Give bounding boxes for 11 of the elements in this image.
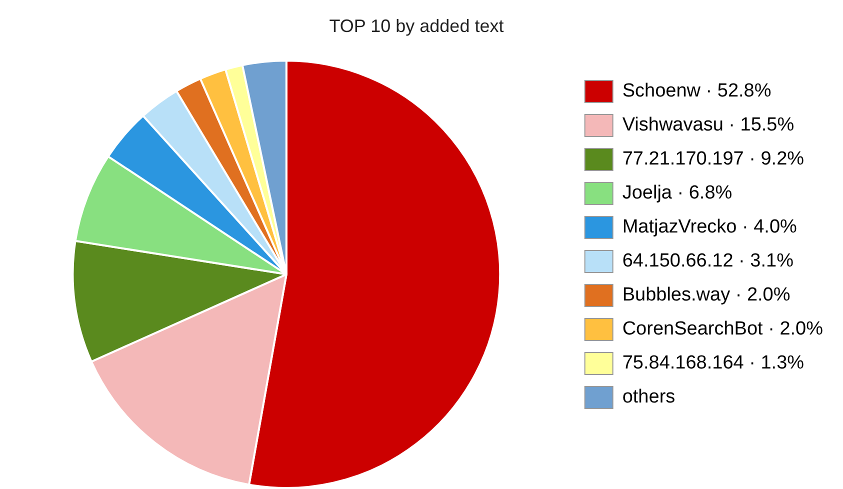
legend-label: CorenSearchBot · 2.0%: [622, 318, 824, 340]
legend-label: Joelja · 6.8%: [622, 182, 732, 204]
legend-label: 75.84.168.164 · 1.3%: [622, 352, 804, 374]
legend-label: 77.21.170.197 · 9.2%: [622, 148, 804, 170]
legend-label: 64.150.66.12 · 3.1%: [622, 250, 794, 272]
legend-label: others: [622, 386, 676, 408]
legend-label: MatjazVrecko · 4.0%: [622, 216, 798, 238]
legend-label: Schoenw · 52.8%: [622, 80, 772, 102]
chart-title: TOP 10 by added text: [329, 16, 504, 36]
legend-label: Vishwavasu · 15.5%: [622, 114, 794, 136]
legend-label: Bubbles.way · 2.0%: [622, 284, 790, 306]
